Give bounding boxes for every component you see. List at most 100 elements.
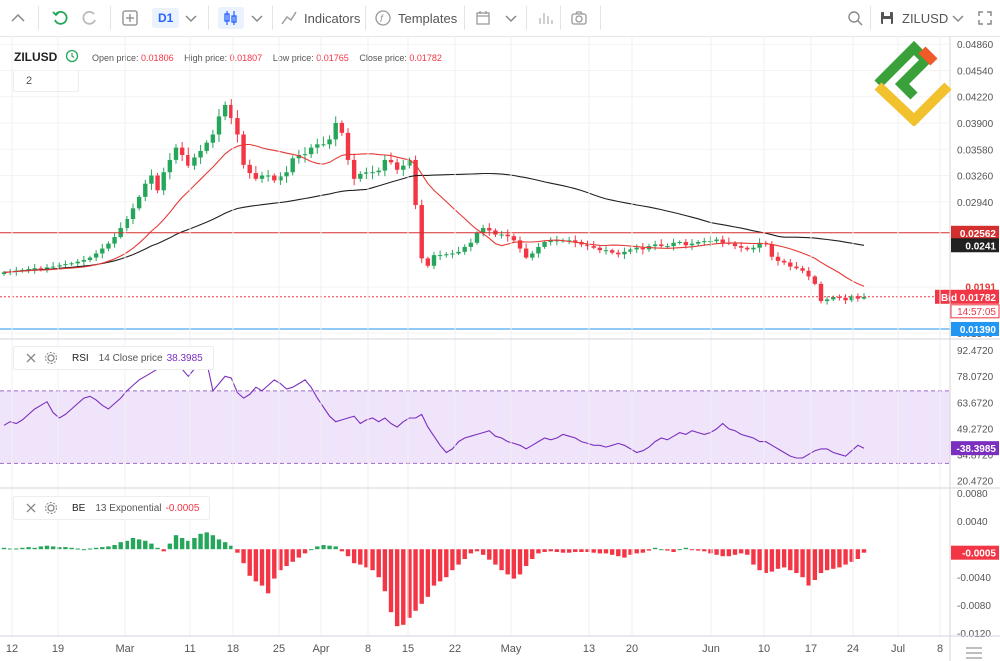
be-histogram-bar [376, 549, 381, 578]
chart-area[interactable]: 0.04860 0.04540 0.04220 0.03900 0.03580 0.032… [0, 36, 1000, 661]
be-histogram-bar [124, 540, 130, 550]
screenshot-button[interactable] [570, 0, 588, 36]
candle-body [253, 173, 259, 179]
candle-body [149, 175, 154, 184]
candle-body [861, 296, 867, 299]
be-histogram-bar [616, 549, 621, 557]
candle-body [388, 159, 394, 163]
candle-body [603, 250, 609, 252]
candle-body [222, 104, 228, 117]
candle-body [247, 164, 252, 174]
low-label: Low price: [272, 53, 314, 63]
be-histogram-bar [179, 538, 185, 550]
x-tick-label: 22 [449, 643, 461, 655]
be-value-tag [951, 545, 999, 560]
be-histogram-bar [573, 549, 578, 552]
ohlc-readout: Open price: 0.01806 High price: 0.01807 … [92, 53, 442, 63]
chart-type-dropdown[interactable] [249, 0, 265, 36]
calendar-button[interactable] [474, 0, 492, 36]
be-histogram-bar [806, 549, 811, 586]
be-histogram-bar [216, 539, 222, 550]
be-histogram-bar [63, 547, 68, 550]
fullscreen-button[interactable] [976, 0, 994, 36]
candle-body [824, 299, 830, 302]
chevron-down-icon [185, 15, 197, 23]
be-histogram-bar [818, 549, 824, 573]
rsi-tick-label: 78.0720 [957, 372, 994, 383]
be-histogram-bar [370, 549, 375, 571]
templates-label: Templates [398, 10, 458, 26]
candle-body [671, 242, 676, 247]
be-params: 13 Exponential [95, 502, 162, 514]
rsi-name: RSI [72, 352, 89, 364]
candle-body [370, 172, 375, 174]
redo-button[interactable] [80, 0, 100, 36]
symbol-dropdown[interactable] [950, 0, 966, 36]
undo-icon [52, 10, 68, 25]
rsi-line [3, 359, 865, 459]
candle-body [358, 173, 363, 179]
candle-body [831, 296, 836, 300]
candle-body [272, 175, 277, 181]
be-histogram-bar [683, 547, 689, 550]
add-chart-button[interactable] [120, 0, 140, 36]
candle-body [523, 248, 529, 258]
rsi-panel: 92.4720 78.0720 63.6720 49.2720 34.8720 20.47… [0, 346, 999, 488]
candle-body [781, 260, 787, 263]
templates-button[interactable]: f Templates [374, 0, 457, 36]
candle-body [800, 268, 805, 271]
candle-body [382, 159, 388, 171]
x-tick-label: 18 [227, 643, 239, 655]
save-symbol-button[interactable]: ZILUSD [878, 0, 948, 36]
chart-type-button[interactable] [218, 0, 244, 36]
fast-moving-average-line [3, 143, 865, 287]
price-tick-label: 0.04860 [957, 40, 994, 51]
be-histogram-bar [640, 549, 646, 553]
indicators-icon [281, 11, 297, 25]
be-histogram-bar [530, 549, 535, 559]
candle-body [161, 172, 166, 191]
candle-body [419, 205, 424, 259]
be-histogram-bar [437, 549, 443, 582]
compare-button[interactable] [536, 0, 554, 36]
be-histogram-bar [210, 535, 216, 550]
close-icon[interactable] [24, 501, 38, 515]
be-histogram-bar [192, 538, 197, 550]
search-button[interactable] [846, 0, 864, 36]
be-histogram-bar [222, 542, 228, 550]
rsi-tick-label: 92.4720 [957, 346, 994, 357]
be-histogram-bar [247, 549, 252, 576]
be-histogram-bar [321, 545, 326, 550]
indicators-button[interactable]: Indicators [280, 0, 360, 36]
timeframe-dropdown[interactable] [183, 0, 199, 36]
candle-body [345, 132, 351, 160]
candle-body [683, 241, 689, 246]
be-histogram-bar [401, 549, 406, 625]
calendar-dropdown[interactable] [503, 0, 519, 36]
candle-body [849, 296, 854, 301]
candle-body [192, 157, 197, 166]
be-histogram-bar [155, 547, 160, 550]
close-value: 0.01782 [409, 53, 442, 63]
candle-body [689, 243, 695, 246]
candle-body [210, 134, 216, 143]
gear-icon[interactable] [44, 351, 58, 365]
be-histogram-bar [554, 549, 560, 552]
candle-body [81, 260, 87, 262]
gear-icon[interactable] [44, 501, 58, 515]
be-histogram-bar [69, 547, 74, 550]
candle-body [179, 147, 185, 155]
be-histogram-bar [542, 549, 547, 552]
be-histogram-bar [382, 549, 388, 592]
candle-body [44, 267, 50, 270]
timeframe-button[interactable]: D1 [152, 0, 180, 36]
close-icon[interactable] [24, 351, 38, 365]
candle-body [616, 252, 621, 255]
undo-button[interactable] [50, 0, 70, 36]
be-histogram-bar [204, 532, 209, 550]
candle-body [597, 247, 603, 251]
candle-body [536, 246, 541, 254]
collapse-button[interactable] [8, 0, 28, 36]
be-histogram-bar [603, 549, 609, 554]
candle-body [659, 244, 664, 247]
